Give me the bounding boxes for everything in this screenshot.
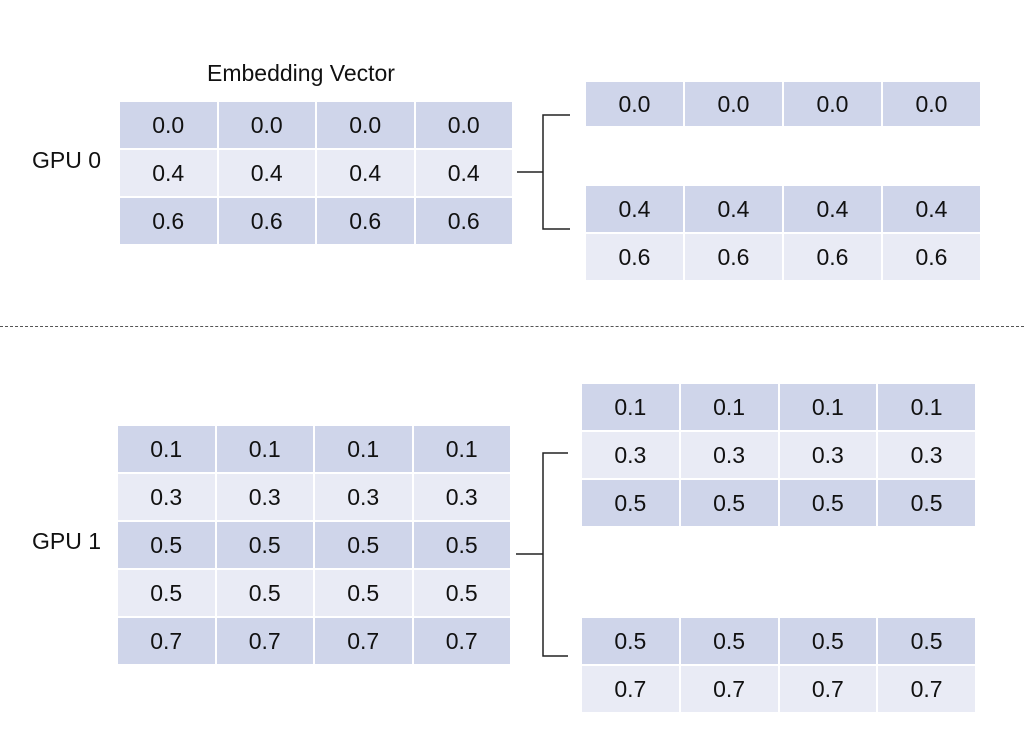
- gpu1-embedding-table: 0.1 0.1 0.1 0.1 0.3 0.3 0.3 0.3 0.5 0.5 0.5 0.5 0.5 0…: [118, 426, 510, 664]
- table-cell: 0.7: [878, 666, 975, 712]
- table-cell: 0.7: [413, 618, 510, 664]
- table-cell: 0.4: [317, 150, 414, 196]
- table-cell: 0.5: [680, 618, 778, 664]
- table-cell: 0.1: [216, 426, 313, 472]
- table-cell: 0.5: [878, 480, 975, 526]
- table-cell: 0.5: [413, 522, 510, 568]
- table-cell: 0.7: [680, 666, 778, 712]
- embedding-vector-title: Embedding Vector: [207, 60, 395, 86]
- table-cell: 0.0: [218, 102, 315, 148]
- table-cell: 0.4: [883, 186, 980, 232]
- table-cell: 0.1: [582, 384, 679, 430]
- table-cell: 0.7: [216, 618, 313, 664]
- table-cell: 0.4: [415, 150, 512, 196]
- gpu1-split-top-table: 0.1 0.1 0.1 0.1 0.3 0.3 0.3 0.3 0.5 0.5 0.5 0.5: [582, 384, 975, 526]
- table-cell: 0.1: [413, 426, 510, 472]
- table-cell: 0.5: [413, 570, 510, 616]
- table-cell: 0.0: [784, 82, 881, 126]
- table-cell: 0.3: [216, 474, 313, 520]
- gpu0-split-top-table: 0.0 0.0 0.0 0.0: [586, 82, 980, 126]
- table-cell: 0.0: [317, 102, 414, 148]
- table-cell: 0.0: [685, 82, 782, 126]
- table-cell: 0.4: [218, 150, 315, 196]
- table-cell: 0.4: [120, 150, 217, 196]
- table-cell: 0.6: [415, 198, 512, 244]
- table-cell: 0.0: [883, 82, 980, 126]
- table-cell: 0.5: [779, 618, 877, 664]
- table-cell: 0.3: [680, 432, 778, 478]
- table-cell: 0.7: [779, 666, 877, 712]
- table-cell: 0.1: [878, 384, 975, 430]
- table-cell: 0.3: [878, 432, 975, 478]
- table-cell: 0.4: [685, 186, 782, 232]
- table-cell: 0.6: [218, 198, 315, 244]
- table-cell: 0.7: [118, 618, 215, 664]
- table-cell: 0.3: [315, 474, 412, 520]
- table-cell: 0.6: [586, 234, 683, 280]
- table-cell: 0.5: [216, 570, 313, 616]
- gpu0-label: GPU 0: [32, 147, 102, 173]
- gpu-divider: [0, 326, 1024, 327]
- table-cell: 0.5: [582, 618, 679, 664]
- gpu1-split-bracket: [516, 452, 568, 657]
- table-cell: 0.3: [582, 432, 679, 478]
- table-cell: 0.5: [118, 570, 215, 616]
- table-cell: 0.5: [582, 480, 679, 526]
- table-cell: 0.1: [680, 384, 778, 430]
- table-cell: 0.1: [779, 384, 877, 430]
- table-cell: 0.0: [120, 102, 217, 148]
- table-cell: 0.0: [415, 102, 512, 148]
- table-cell: 0.5: [315, 522, 412, 568]
- table-cell: 0.7: [315, 618, 412, 664]
- gpu1-split-bottom-table: 0.5 0.5 0.5 0.5 0.7 0.7 0.7 0.7: [582, 618, 975, 712]
- table-cell: 0.5: [315, 570, 412, 616]
- table-cell: 0.6: [784, 234, 881, 280]
- gpu0-split-bracket: [517, 114, 570, 230]
- table-cell: 0.5: [680, 480, 778, 526]
- table-cell: 0.3: [413, 474, 510, 520]
- table-cell: 0.5: [878, 618, 975, 664]
- table-cell: 0.6: [317, 198, 414, 244]
- table-cell: 0.7: [582, 666, 679, 712]
- table-cell: 0.5: [118, 522, 215, 568]
- table-cell: 0.5: [779, 480, 877, 526]
- table-cell: 0.3: [779, 432, 877, 478]
- table-cell: 0.6: [120, 198, 217, 244]
- gpu1-label: GPU 1: [32, 528, 102, 554]
- gpu0-split-bottom-table: 0.4 0.4 0.4 0.4 0.6 0.6 0.6 0.6: [586, 186, 980, 280]
- table-cell: 0.1: [118, 426, 215, 472]
- table-cell: 0.5: [216, 522, 313, 568]
- table-cell: 0.3: [118, 474, 215, 520]
- table-cell: 0.6: [685, 234, 782, 280]
- table-cell: 0.4: [784, 186, 881, 232]
- table-cell: 0.6: [883, 234, 980, 280]
- table-cell: 0.0: [586, 82, 683, 126]
- table-cell: 0.1: [315, 426, 412, 472]
- table-cell: 0.4: [586, 186, 683, 232]
- gpu0-embedding-table: 0.0 0.0 0.0 0.0 0.4 0.4 0.4 0.4 0.6 0.6 0.6 0.6: [120, 102, 512, 244]
